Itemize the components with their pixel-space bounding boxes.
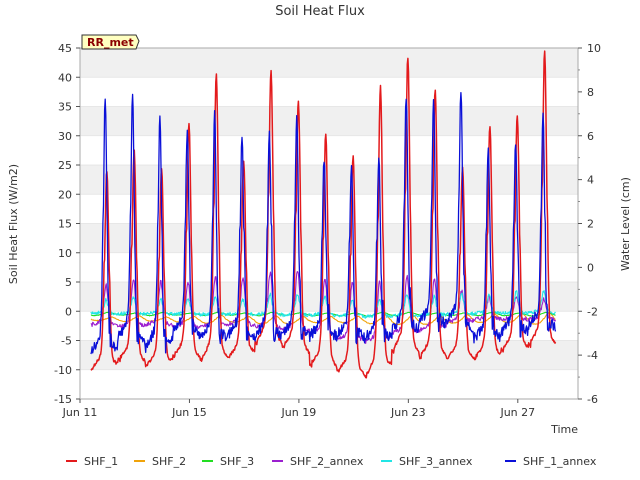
legend-label-shf-3: SHF_3 [220, 455, 254, 468]
y-tick-label: 0 [65, 305, 72, 318]
y2-tick-label: 4 [587, 174, 594, 187]
x-axis-ticks: Jun 11 Jun 15 Jun 19 Jun 23 Jun 27 [62, 399, 535, 419]
y-tick-label: 35 [58, 101, 72, 114]
grid-band [80, 223, 578, 253]
legend-label-shf-2: SHF_2 [152, 455, 186, 468]
x-tick-label: Jun 27 [499, 406, 535, 419]
legend-label-shf-1: SHF_1 [84, 455, 118, 468]
grid-band [80, 165, 578, 195]
x-axis-label: Time [550, 423, 578, 436]
grid-band [80, 48, 578, 78]
y2-tick-label: 10 [587, 42, 601, 55]
series-line-shf-2 [90, 312, 556, 326]
y2-tick-label: -4 [587, 349, 598, 362]
legend-label-shf-2-annex: SHF_2_annex [290, 455, 364, 468]
y-tick-label: -10 [54, 364, 72, 377]
legend-label-shf-3-annex: SHF_3_annex [399, 455, 473, 468]
plot-series [90, 50, 557, 379]
right-axis-ticks: -6 -4 -2 0 2 4 6 8 10 [578, 42, 601, 406]
y2-tick-label: -2 [587, 305, 598, 318]
grid-band [80, 106, 578, 136]
left-axis-ticks: -15 -10 -5 0 5 10 15 20 25 30 35 40 45 [54, 42, 80, 406]
x-tick-label: Jun 11 [62, 406, 98, 419]
legend: SHF_1 SHF_2 SHF_3 SHF_2_annex SHF_3_annex SHF… [66, 455, 597, 468]
y2-tick-label: 6 [587, 130, 594, 143]
series-line-shf-3-annex [90, 290, 556, 319]
y-tick-label: 20 [58, 188, 72, 201]
y-tick-label: -15 [54, 393, 72, 406]
y2-tick-label: -6 [587, 393, 598, 406]
y2-tick-label: 8 [587, 86, 594, 99]
site-badge: RR_met [81, 34, 140, 50]
series-line-shf-1-annex [90, 91, 557, 355]
x-tick-label: Jun 19 [281, 406, 317, 419]
y-tick-label: -5 [61, 335, 72, 348]
y-tick-label: 25 [58, 159, 72, 172]
y-tick-label: 30 [58, 130, 72, 143]
y-tick-label: 10 [58, 247, 72, 260]
y-axis-label: Soil Heat Flux (W/m2) [7, 164, 20, 284]
site-badge-box [81, 34, 140, 50]
site-badge-label: RR_met [87, 36, 134, 49]
series-line-shf-2-annex [90, 270, 556, 344]
y2-tick-label: 0 [587, 261, 594, 274]
x-tick-label: Jun 23 [390, 406, 426, 419]
x-tick-label: Jun 15 [171, 406, 207, 419]
chart-title: Soil Heat Flux [275, 4, 365, 19]
y2-tick-label: 2 [587, 218, 594, 231]
grid-band [80, 340, 578, 370]
series-line-shf-1 [90, 50, 557, 379]
y2-axis-label: Water Level (cm) [619, 177, 632, 271]
y-tick-label: 45 [58, 42, 72, 55]
y-tick-label: 40 [58, 71, 72, 84]
y-tick-label: 5 [65, 276, 72, 289]
y-tick-label: 15 [58, 218, 72, 231]
legend-label-shf-1-annex: SHF_1_annex [523, 455, 597, 468]
